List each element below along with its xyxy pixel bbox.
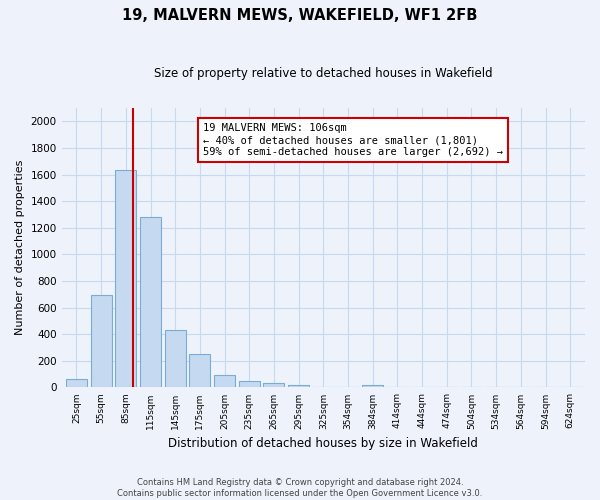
- Bar: [263, 384, 284, 388]
- Bar: [66, 379, 87, 388]
- Text: 19 MALVERN MEWS: 106sqm
← 40% of detached houses are smaller (1,801)
59% of semi: 19 MALVERN MEWS: 106sqm ← 40% of detache…: [203, 124, 503, 156]
- Bar: [91, 295, 112, 388]
- Title: Size of property relative to detached houses in Wakefield: Size of property relative to detached ho…: [154, 68, 493, 80]
- Bar: [288, 385, 309, 388]
- Bar: [214, 376, 235, 388]
- Bar: [190, 354, 211, 388]
- Bar: [115, 170, 136, 388]
- X-axis label: Distribution of detached houses by size in Wakefield: Distribution of detached houses by size …: [169, 437, 478, 450]
- Y-axis label: Number of detached properties: Number of detached properties: [15, 160, 25, 336]
- Text: 19, MALVERN MEWS, WAKEFIELD, WF1 2FB: 19, MALVERN MEWS, WAKEFIELD, WF1 2FB: [122, 8, 478, 22]
- Bar: [362, 386, 383, 388]
- Bar: [239, 381, 260, 388]
- Bar: [165, 330, 186, 388]
- Text: Contains HM Land Registry data © Crown copyright and database right 2024.
Contai: Contains HM Land Registry data © Crown c…: [118, 478, 482, 498]
- Bar: [140, 217, 161, 388]
